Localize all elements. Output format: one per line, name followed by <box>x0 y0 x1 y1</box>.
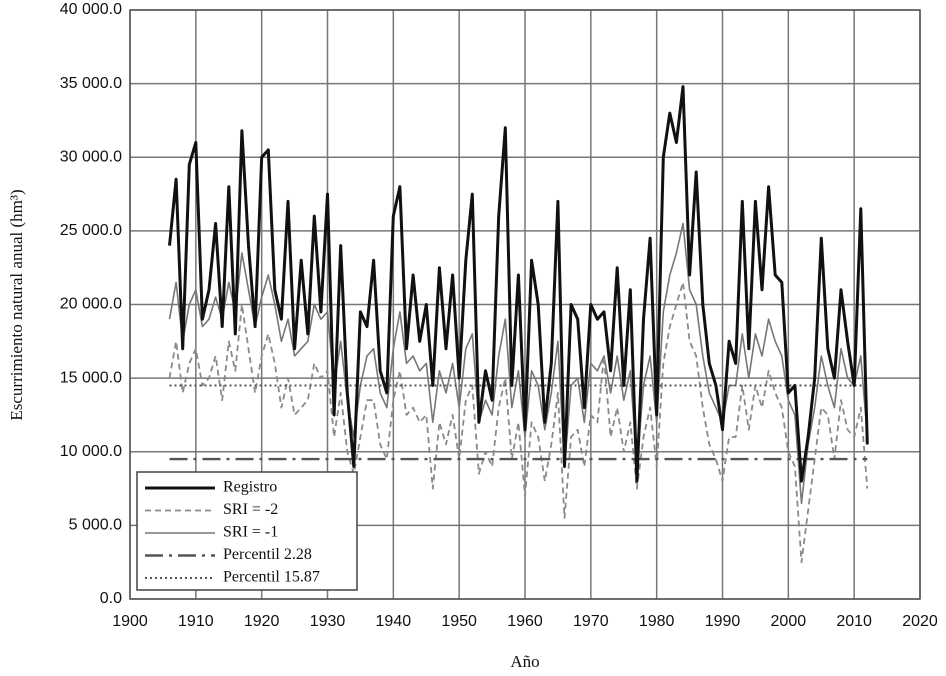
x-tick-label: 1970 <box>573 613 609 630</box>
x-tick-label: 1940 <box>376 613 412 630</box>
y-tick-label: 10 000.0 <box>60 443 122 460</box>
x-axis-label: Año <box>510 652 539 671</box>
legend-label: Percentil 2.28 <box>223 546 312 563</box>
y-axis-label: Escurrimiento natural anual (hm³) <box>7 189 26 420</box>
x-tick-label: 1910 <box>178 613 214 630</box>
legend-label: Registro <box>223 479 277 496</box>
series-line <box>168 281 869 564</box>
legend: Registro SRI = -2 SRI = -1 Percentil 2.28 Pe… <box>136 471 358 591</box>
x-tick-label: 1990 <box>705 613 741 630</box>
legend-box <box>136 471 358 591</box>
x-tick-label: 2020 <box>902 613 938 630</box>
x-tick-label: 1930 <box>310 613 346 630</box>
x-tick-label: 1900 <box>112 613 148 630</box>
y-tick-label: 40 000.0 <box>60 1 122 18</box>
x-tick-label: 1950 <box>441 613 477 630</box>
y-tick-label: 20 000.0 <box>60 296 122 313</box>
legend-label: Percentil 15.87 <box>223 569 320 586</box>
y-tick-label: 5 000.0 <box>69 517 122 534</box>
y-tick-label: 0.0 <box>100 590 122 607</box>
x-tick-label: 1960 <box>507 613 543 630</box>
y-tick-label: 35 000.0 <box>60 75 122 92</box>
y-tick-label: 15 000.0 <box>60 369 122 386</box>
y-tick-label: 25 000.0 <box>60 222 122 239</box>
x-tick-label: 1920 <box>244 613 280 630</box>
x-tick-label: 1980 <box>639 613 675 630</box>
series-line <box>168 85 869 483</box>
x-tick-label: 2010 <box>836 613 872 630</box>
x-tick-label: 2000 <box>771 613 807 630</box>
plot-frame <box>129 9 921 600</box>
series-line <box>168 222 869 505</box>
y-tick-label: 30 000.0 <box>60 148 122 165</box>
legend-label: SRI = -2 <box>223 501 278 518</box>
legend-label: SRI = -1 <box>223 524 278 541</box>
